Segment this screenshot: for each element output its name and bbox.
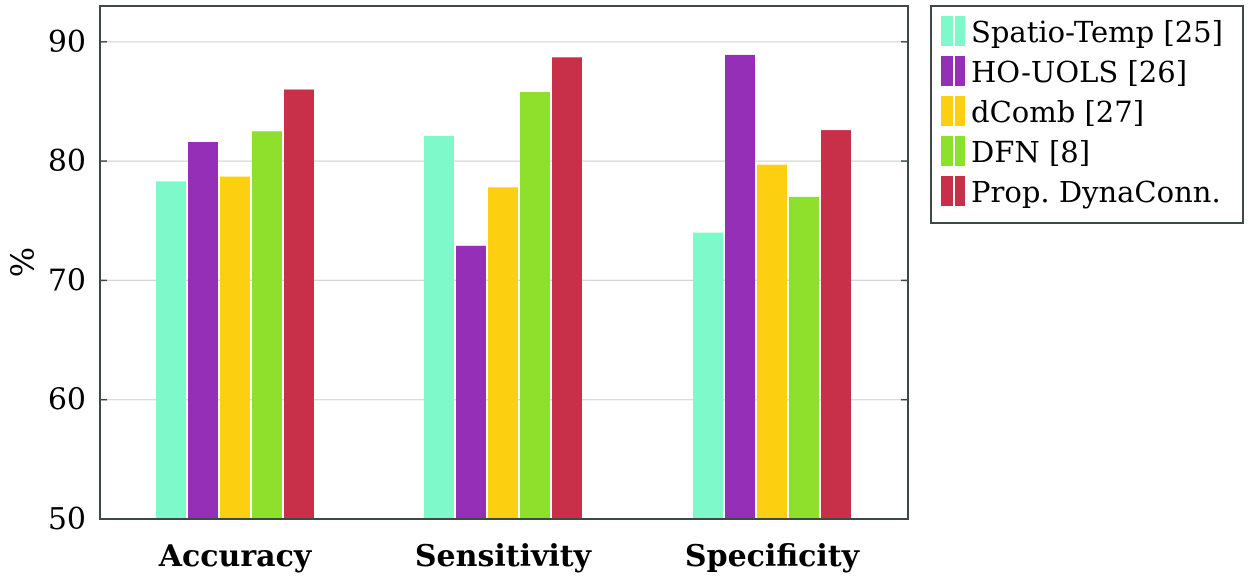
legend-swatch <box>941 136 953 166</box>
bar <box>284 89 314 519</box>
legend-swatch <box>941 176 953 206</box>
legend-swatch <box>955 16 965 46</box>
x-tick-label: Accuracy <box>158 539 313 574</box>
x-axis: Accuracy Sensitivity Specificity <box>158 539 861 574</box>
legend-label: dComb [27] <box>971 95 1144 129</box>
legend-swatch <box>941 96 953 126</box>
legend-swatch <box>955 56 965 86</box>
plot-frame <box>99 5 909 520</box>
legend-swatch <box>955 96 965 126</box>
bar <box>821 130 851 520</box>
bar <box>789 196 819 519</box>
x-tick-label: Sensitivity <box>415 539 593 574</box>
bar <box>725 54 755 520</box>
bar <box>520 91 550 519</box>
legend-swatch <box>955 176 965 206</box>
y-tick-label: 50 <box>48 502 86 537</box>
bar <box>220 176 250 519</box>
legend-label: Prop. DynaConn. <box>971 175 1221 209</box>
legend-box <box>930 5 1244 224</box>
legend-label: HO-UOLS [26] <box>971 55 1187 89</box>
x-tick-label: Specificity <box>685 539 861 574</box>
legend-swatch <box>955 136 965 166</box>
legend-swatch <box>941 56 953 86</box>
bar <box>757 164 787 519</box>
y-tick-label: 90 <box>48 25 86 60</box>
y-axis: 50 60 70 80 90 <box>48 25 908 537</box>
legend-label: Spatio-Temp [25] <box>971 15 1223 49</box>
bar <box>488 187 518 519</box>
y-tick-label: 60 <box>48 383 86 418</box>
bar <box>552 57 582 520</box>
bars <box>156 54 851 520</box>
bar <box>693 232 723 519</box>
bar <box>188 142 218 520</box>
y-axis-label: % <box>4 247 42 277</box>
bar <box>424 136 454 519</box>
legend-label: DFN [8] <box>971 135 1090 169</box>
y-tick-label: 70 <box>48 263 86 298</box>
bar <box>156 181 186 519</box>
bar <box>456 245 486 519</box>
y-tick-label: 80 <box>48 144 86 179</box>
legend: Spatio-Temp [25] HO-UOLS [26] dComb [27] DF… <box>930 5 1244 224</box>
legend-swatch <box>941 16 953 46</box>
bar <box>252 131 282 519</box>
